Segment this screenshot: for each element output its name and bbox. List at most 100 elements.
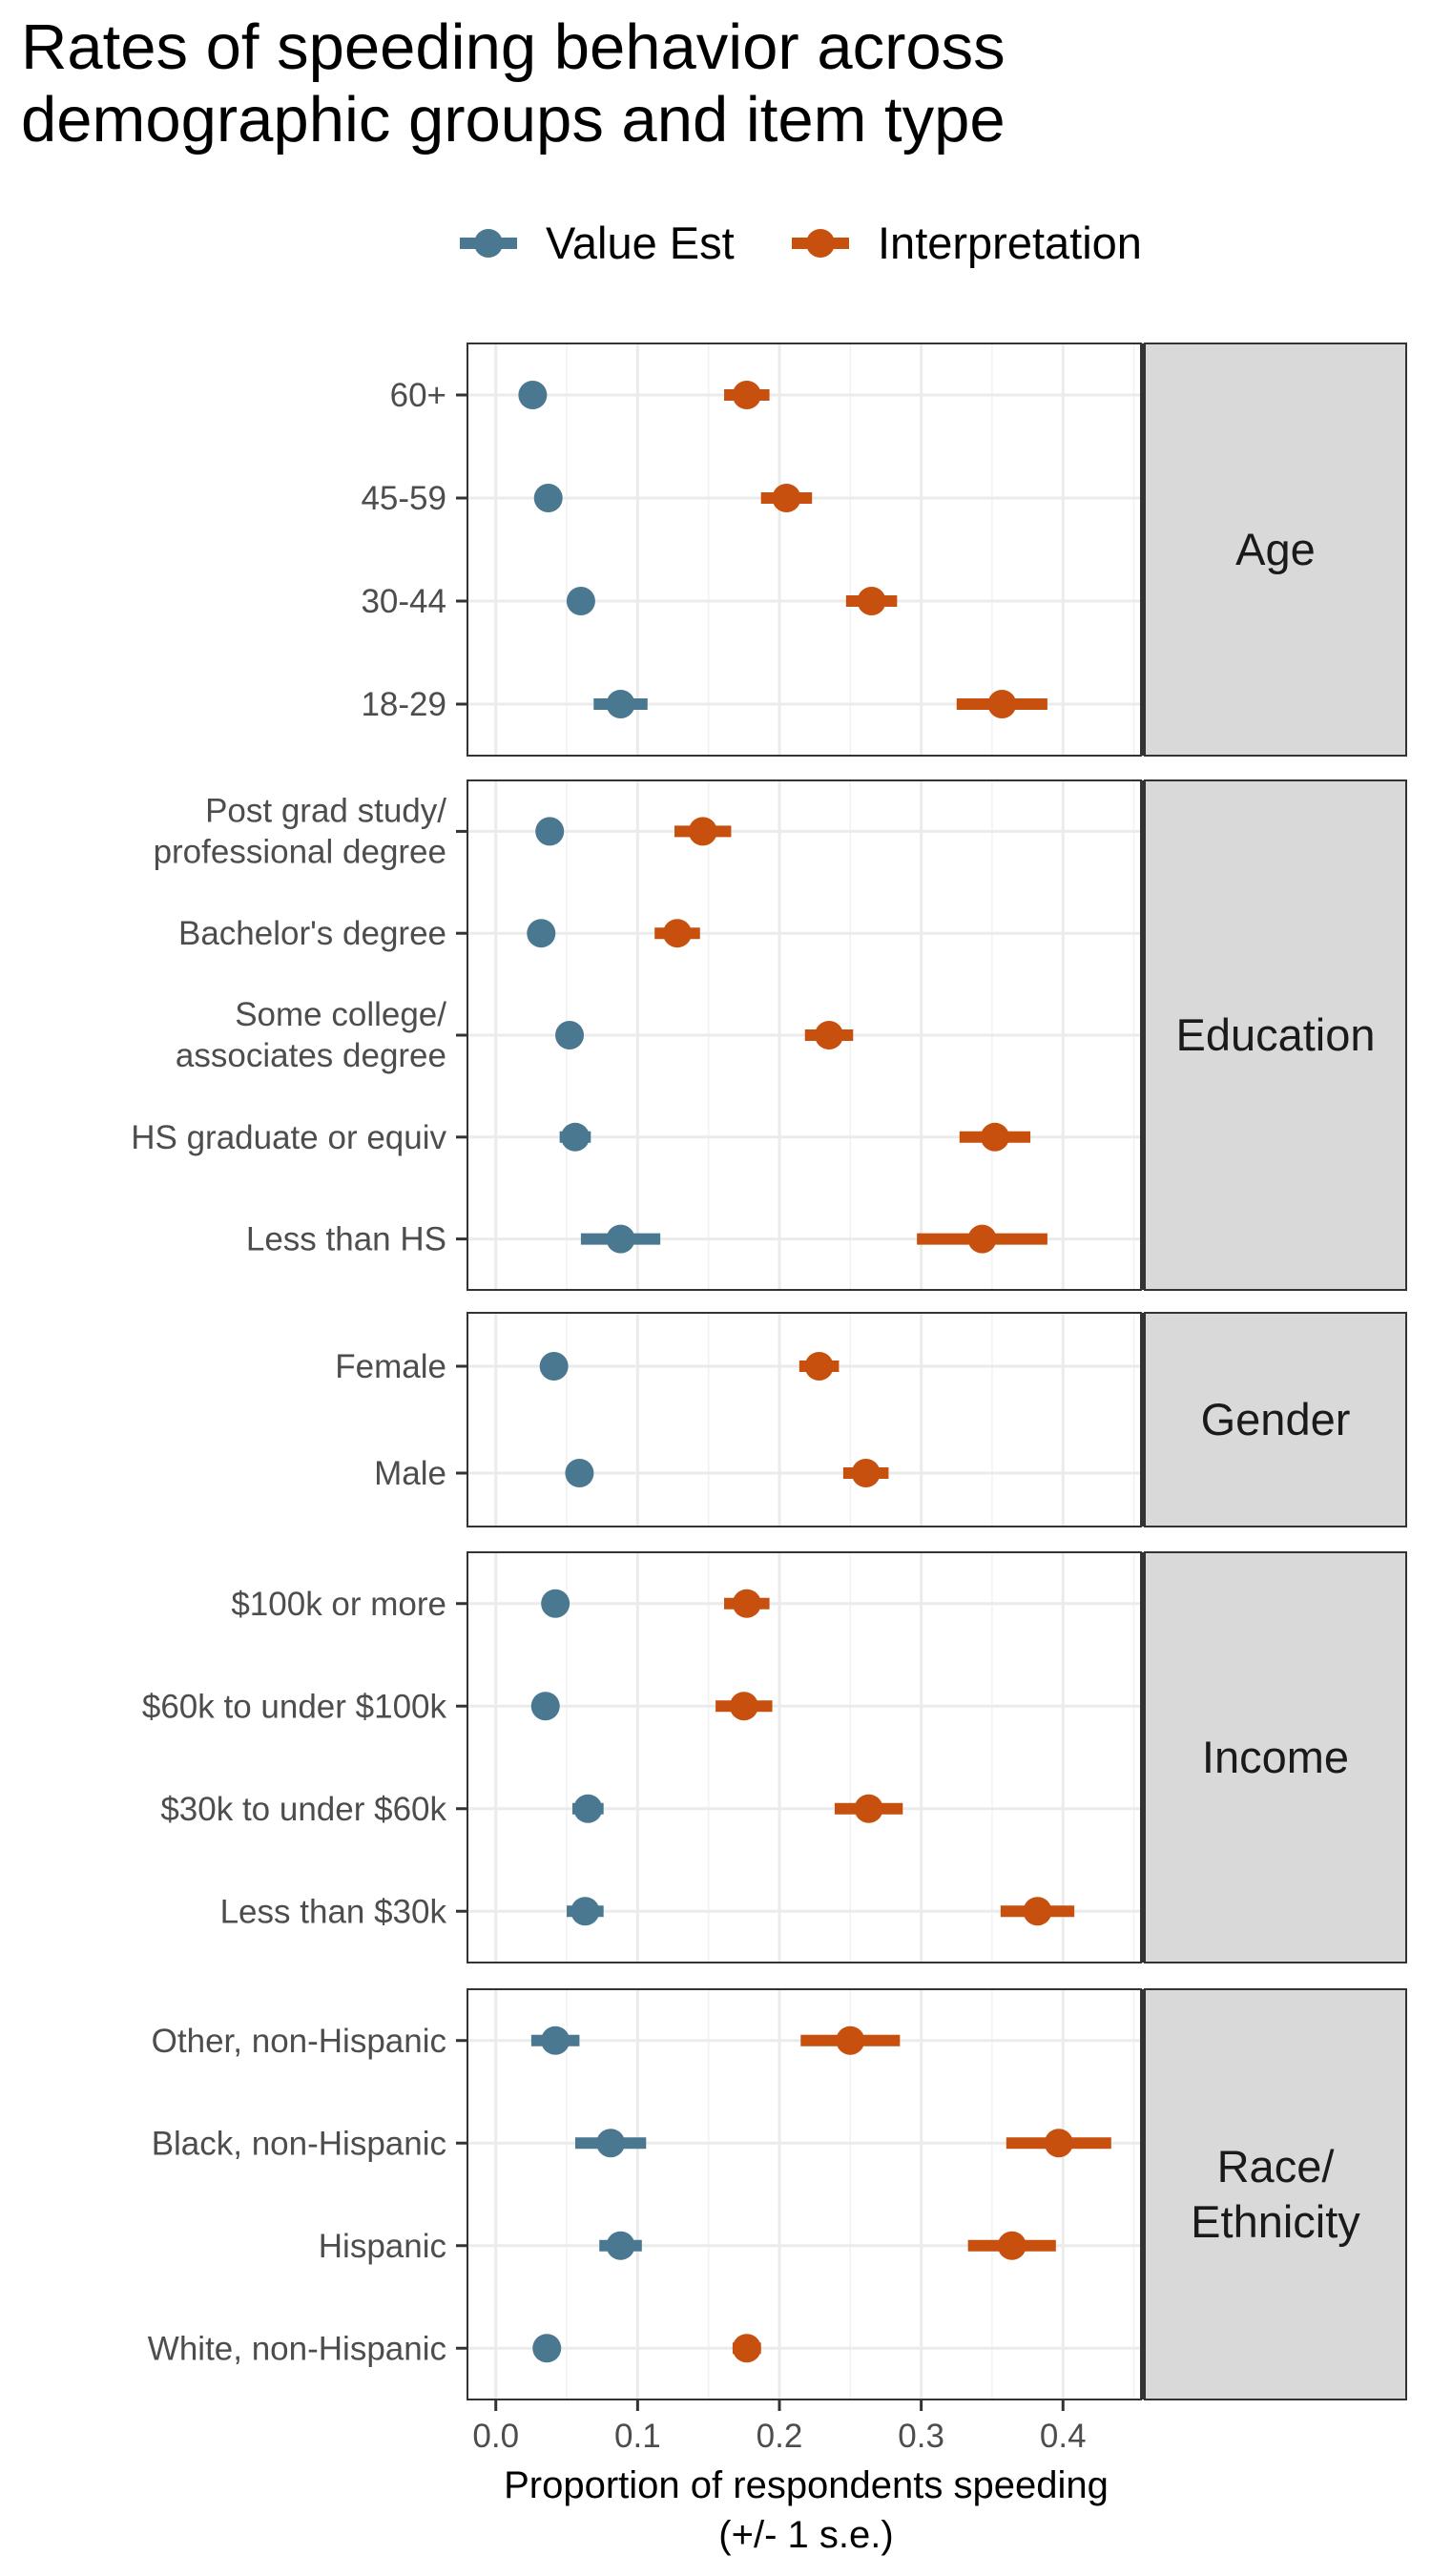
panel-border	[467, 1312, 1142, 1527]
major-gridlines	[494, 1313, 1065, 1527]
strip-background	[1144, 1988, 1407, 2400]
interpretation-point	[772, 484, 801, 512]
y-tick-label: Black, non-Hispanic	[152, 2125, 446, 2162]
interpretation-point	[1044, 2129, 1073, 2158]
strip-background	[1144, 343, 1407, 757]
value_est-point	[606, 2231, 635, 2260]
legend-key-dot-interpretation	[806, 229, 835, 258]
row-60: 60+	[390, 377, 1141, 414]
panel-gender: Female Male Gender	[335, 1312, 1407, 1527]
y-tick-label: Hispanic	[319, 2228, 446, 2265]
y-tick-label: 18-29	[361, 686, 446, 723]
row-hs-graduate-or-equiv: HS graduate or equiv	[131, 1119, 1141, 1156]
value_est-point	[518, 381, 548, 409]
y-tick-label: HS graduate or equiv	[131, 1119, 446, 1156]
strip-label: Race/	[1217, 2141, 1336, 2192]
strip-background	[1144, 1551, 1407, 1963]
row-less-than-30k: Less than $30k	[220, 1893, 1141, 1930]
value_est-point	[535, 817, 565, 846]
panel-race-ethnicity: Other, non-Hispanic Black, non-Hispanic Hi…	[148, 1988, 1407, 2400]
y-tick-label: Post grad study/	[205, 792, 446, 829]
major-gridlines	[494, 1989, 1065, 2399]
chart-title-line-1: Rates of speeding behavior across	[21, 11, 1006, 83]
value_est-point	[570, 1897, 600, 1926]
row-hispanic: Hispanic	[319, 2228, 1141, 2265]
row-less-than-hs: Less than HS	[246, 1221, 1141, 1258]
row-45-59: 45-59	[361, 480, 1141, 517]
minor-gridlines	[566, 343, 1135, 756]
major-gridlines	[494, 1552, 1065, 1963]
interpretation-point	[997, 2231, 1027, 2260]
row-100k-or-more: $100k or more	[231, 1586, 1141, 1623]
facet-strip: Age	[1140, 343, 1407, 757]
legend-item-value_est: Value Est	[460, 218, 735, 268]
legend-item-interpretation: Interpretation	[792, 218, 1142, 268]
panel-education: Post grad study/professional degree Bache…	[131, 779, 1407, 1291]
major-gridlines	[494, 343, 1065, 756]
value_est-point	[533, 484, 563, 512]
strip-label: Age	[1235, 524, 1316, 574]
legend-label-interpretation: Interpretation	[878, 218, 1142, 268]
row-post-grad-study-professional-degree: Post grad study/professional degree	[154, 792, 1141, 870]
y-tick-label: White, non-Hispanic	[148, 2330, 446, 2367]
value_est-point	[555, 1021, 585, 1049]
value_est-point	[539, 1352, 569, 1381]
x-tick-label: 0.1	[614, 2418, 661, 2455]
facet-strip: Education	[1140, 779, 1407, 1291]
panel-border	[467, 1988, 1142, 2400]
row-black-non-hispanic: Black, non-Hispanic	[152, 2125, 1141, 2162]
value_est-point	[541, 1589, 570, 1618]
row-some-college-associates-degree: Some college/associates degree	[176, 996, 1141, 1074]
interpretation-point	[732, 1589, 761, 1618]
interpretation-point	[1023, 1897, 1052, 1926]
value_est-point	[565, 1459, 594, 1487]
panel-border	[467, 343, 1142, 757]
y-tick-label: $60k to under $100k	[142, 1688, 447, 1725]
row-30-44: 30-44	[361, 583, 1141, 620]
y-tick-label: Other, non-Hispanic	[152, 2023, 446, 2060]
interpretation-point	[987, 690, 1017, 718]
value_est-point	[606, 690, 635, 718]
minor-gridlines	[566, 1989, 1135, 2399]
row-male: Male	[374, 1455, 1141, 1492]
interpretation-point	[854, 1794, 883, 1823]
x-axis-title-line-1: Proportion of respondents speeding	[504, 2464, 1109, 2506]
value_est-point	[530, 1692, 560, 1721]
interpretation-point	[836, 2025, 865, 2055]
value_est-point	[566, 587, 595, 615]
value_est-point	[606, 1224, 635, 1254]
row-female: Female	[335, 1348, 1141, 1385]
value_est-point	[573, 1794, 603, 1823]
y-tick-label: Some college/	[235, 996, 446, 1033]
y-tick-label: Female	[335, 1348, 446, 1385]
y-tick-label: Less than $30k	[220, 1893, 447, 1930]
panel-income: $100k or more $60k to under $100k $30k to …	[142, 1551, 1407, 1963]
row-bachelor-s-degree: Bachelor's degree	[178, 915, 1141, 952]
strip-label: Income	[1202, 1732, 1349, 1782]
y-tick-label: Less than HS	[246, 1221, 446, 1258]
x-tick-label: 0.4	[1040, 2418, 1087, 2455]
y-tick-label: Male	[374, 1455, 446, 1492]
legend-key-dot-value_est	[474, 229, 503, 258]
facet-strip: Income	[1140, 1551, 1407, 1963]
strip-background	[1144, 779, 1407, 1291]
strip-background	[1144, 1312, 1407, 1527]
panel-age: 60+ 45-59 30-44 18-29 Age	[361, 343, 1407, 757]
interpretation-point	[804, 1352, 834, 1381]
chart-title-line-2: demographic groups and item type	[21, 84, 1006, 156]
y-tick-label: 45-59	[361, 480, 446, 517]
strip-label: Education	[1175, 1009, 1375, 1060]
y-tick-label: 30-44	[361, 583, 446, 620]
y-tick-label: 60+	[390, 377, 446, 414]
chart-title: Rates of speeding behavior across demogr…	[21, 11, 1357, 156]
facet-strip: Race/Ethnicity	[1140, 1988, 1407, 2400]
interpretation-point	[815, 1021, 844, 1049]
y-tick-label: $100k or more	[231, 1586, 446, 1623]
y-tick-label: associates degree	[176, 1037, 446, 1074]
interpretation-point	[662, 919, 692, 948]
row-other-non-hispanic: Other, non-Hispanic	[152, 2023, 1141, 2060]
value_est-point	[527, 919, 556, 948]
row-60k-to-under-100k: $60k to under $100k	[142, 1688, 1141, 1725]
row-30k-to-under-60k: $30k to under $60k	[160, 1791, 1141, 1828]
